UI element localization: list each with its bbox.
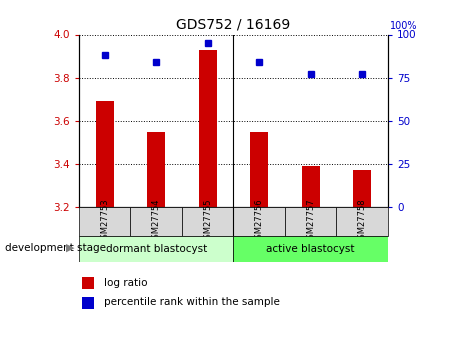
Bar bbox=[250, 131, 268, 207]
Bar bbox=[198, 50, 216, 207]
Text: 100%: 100% bbox=[390, 21, 418, 31]
Text: ▶: ▶ bbox=[66, 243, 74, 253]
Bar bbox=[234, 236, 388, 262]
Text: percentile rank within the sample: percentile rank within the sample bbox=[104, 297, 280, 307]
Bar bbox=[79, 236, 234, 262]
Bar bbox=[234, 207, 285, 236]
Bar bbox=[147, 131, 165, 207]
Bar bbox=[82, 277, 94, 289]
Text: active blastocyst: active blastocyst bbox=[267, 244, 355, 254]
Text: log ratio: log ratio bbox=[104, 278, 147, 288]
Text: GSM27753: GSM27753 bbox=[100, 199, 109, 245]
Text: GSM27756: GSM27756 bbox=[255, 199, 264, 245]
Text: GSM27758: GSM27758 bbox=[358, 199, 367, 245]
Bar bbox=[79, 207, 130, 236]
Text: development stage: development stage bbox=[5, 243, 106, 253]
Text: dormant blastocyst: dormant blastocyst bbox=[106, 244, 207, 254]
Bar bbox=[302, 166, 320, 207]
Bar bbox=[96, 101, 114, 207]
Bar bbox=[336, 207, 388, 236]
Bar bbox=[182, 207, 234, 236]
Bar bbox=[130, 207, 182, 236]
Text: GSM27757: GSM27757 bbox=[306, 199, 315, 245]
Text: GSM27754: GSM27754 bbox=[152, 199, 161, 244]
Bar bbox=[285, 207, 336, 236]
Text: GSM27755: GSM27755 bbox=[203, 199, 212, 244]
Title: GDS752 / 16169: GDS752 / 16169 bbox=[176, 18, 290, 32]
Bar bbox=[82, 297, 94, 309]
Bar bbox=[353, 170, 371, 207]
